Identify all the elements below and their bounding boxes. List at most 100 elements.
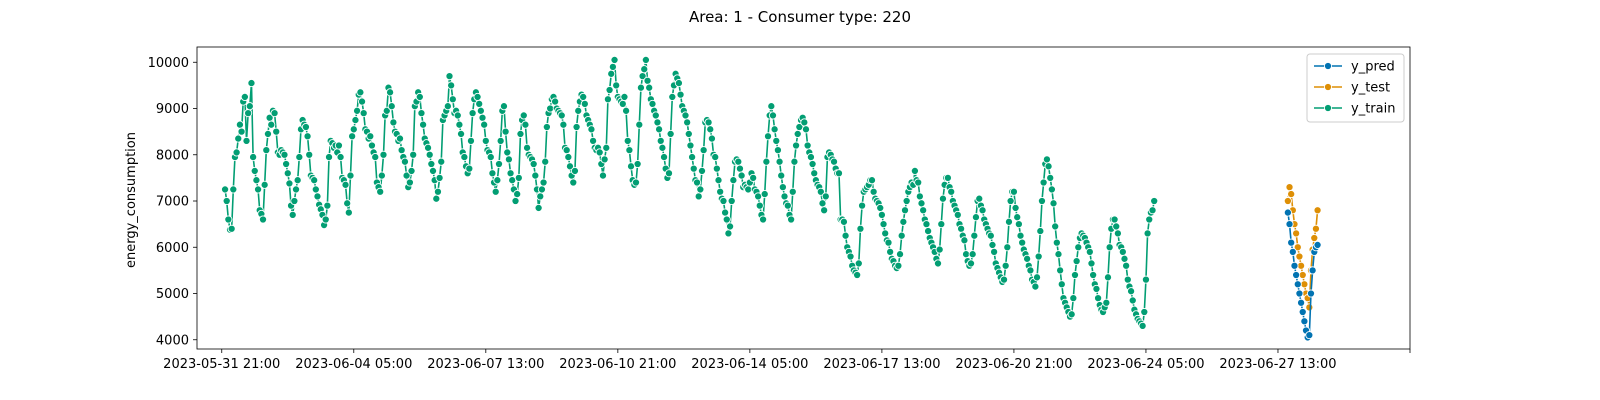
data-point xyxy=(427,159,436,169)
y-tick-label: 8000 xyxy=(156,148,189,163)
data-point xyxy=(405,178,414,187)
data-point xyxy=(1001,261,1010,270)
data-point xyxy=(1285,220,1294,229)
data-point xyxy=(1054,250,1063,259)
data-point xyxy=(1313,240,1322,249)
data-point xyxy=(1122,261,1131,270)
data-point xyxy=(1293,280,1302,289)
data-point xyxy=(783,201,792,210)
data-point xyxy=(565,162,575,171)
data-point xyxy=(486,153,495,162)
data-point xyxy=(960,236,969,245)
data-point xyxy=(839,217,848,226)
data-point xyxy=(351,116,360,125)
data-point xyxy=(858,201,867,210)
data-point xyxy=(481,136,490,145)
data-point xyxy=(254,185,263,194)
data-point xyxy=(699,146,708,155)
data-point xyxy=(686,141,695,150)
data-point xyxy=(242,136,251,145)
data-point xyxy=(1105,243,1114,252)
data-point xyxy=(1052,238,1061,247)
data-point xyxy=(1283,208,1292,217)
plot-area xyxy=(221,55,1322,342)
data-point xyxy=(572,122,581,132)
data-point xyxy=(1310,233,1319,243)
data-point xyxy=(1031,282,1040,291)
data-point xyxy=(1018,238,1027,247)
x-tick-label: 2023-06-24 05:00 xyxy=(1087,357,1204,372)
data-point xyxy=(696,185,705,194)
data-point xyxy=(924,227,933,236)
data-point xyxy=(1306,289,1316,298)
y-tick-label: 9000 xyxy=(156,102,189,117)
data-point xyxy=(760,190,769,199)
data-point xyxy=(443,102,452,111)
data-point xyxy=(933,259,943,268)
data-point xyxy=(598,171,608,180)
data-point xyxy=(947,187,956,196)
y-tick-label: 6000 xyxy=(156,241,189,256)
data-point xyxy=(773,146,782,155)
x-tick-label: 2023-06-17 13:00 xyxy=(823,357,940,372)
data-point xyxy=(348,132,357,141)
data-point xyxy=(884,238,893,247)
data-point xyxy=(456,129,466,138)
data-point xyxy=(1036,227,1045,236)
data-point xyxy=(519,111,528,120)
data-point xyxy=(250,166,259,175)
x-tick-label: 2023-06-07 13:00 xyxy=(427,357,544,372)
data-point xyxy=(465,164,474,173)
data-point xyxy=(499,102,509,111)
legend-marker xyxy=(1323,82,1333,92)
y-tick-label: 4000 xyxy=(156,333,189,348)
data-point xyxy=(1032,273,1042,282)
data-point xyxy=(683,118,692,127)
data-point xyxy=(962,250,971,259)
data-point xyxy=(397,146,406,155)
data-point xyxy=(719,196,728,206)
data-point xyxy=(635,120,644,129)
data-point xyxy=(349,125,358,134)
data-point xyxy=(666,129,675,138)
data-point xyxy=(272,127,281,136)
data-point xyxy=(346,171,355,180)
data-point xyxy=(511,196,520,206)
data-point xyxy=(1305,331,1314,340)
data-point xyxy=(674,79,683,88)
data-point xyxy=(729,176,738,185)
data-point xyxy=(455,120,464,129)
data-point xyxy=(428,166,438,175)
data-point xyxy=(501,127,510,136)
data-point xyxy=(285,179,294,188)
data-point xyxy=(877,210,886,219)
data-point xyxy=(1295,252,1304,261)
data-point xyxy=(762,157,771,166)
legend-marker xyxy=(1323,61,1333,71)
data-point xyxy=(895,250,905,259)
data-point xyxy=(1034,252,1043,261)
data-point xyxy=(1290,261,1299,270)
data-point xyxy=(737,171,746,180)
data-point xyxy=(787,215,796,224)
data-point xyxy=(636,83,645,92)
data-point xyxy=(1037,196,1047,206)
data-point xyxy=(343,199,352,208)
data-point xyxy=(475,99,484,108)
data-point xyxy=(894,261,903,270)
data-point xyxy=(640,65,649,74)
data-point xyxy=(970,231,979,240)
data-point xyxy=(625,146,634,155)
y-axis-label: energy_consumption xyxy=(124,132,139,268)
data-point xyxy=(301,122,310,132)
data-point xyxy=(224,215,233,224)
x-tick-label: 2023-06-14 05:00 xyxy=(691,357,808,372)
data-point xyxy=(1092,284,1101,293)
data-point xyxy=(684,129,693,138)
data-point xyxy=(953,210,962,219)
data-point xyxy=(706,125,715,134)
data-point xyxy=(623,136,632,145)
data-point xyxy=(1072,257,1081,266)
data-point xyxy=(1016,231,1025,240)
